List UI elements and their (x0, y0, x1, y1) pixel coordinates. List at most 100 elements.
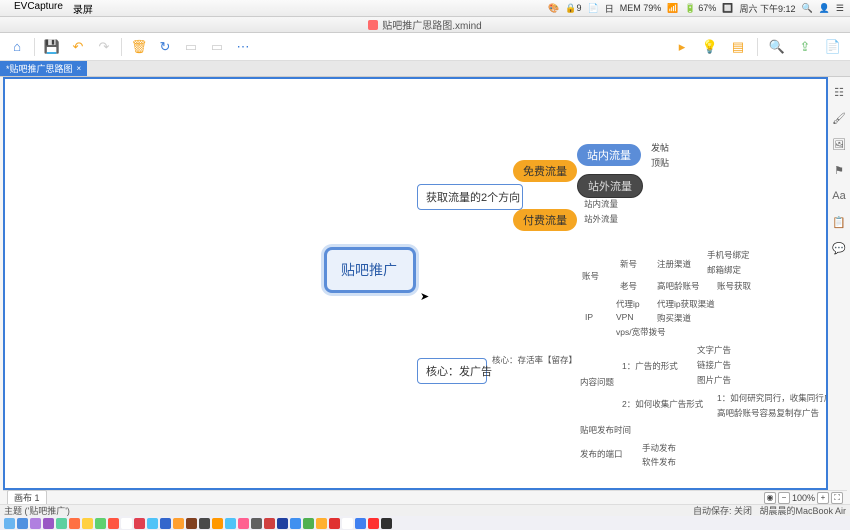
mindmap-node[interactable]: 贴吧发布时间 (580, 424, 631, 436)
dock-app-icon[interactable] (225, 518, 236, 529)
node-icon[interactable]: ▭ (182, 38, 200, 56)
mindmap-node[interactable]: vps/宽带拨号 (616, 326, 666, 338)
dock-app-icon[interactable] (303, 518, 314, 529)
mindmap-node[interactable]: 内容问题 (580, 376, 614, 388)
mindmap-node[interactable]: 高吧龄账号容易复制存广告 (717, 407, 819, 419)
dock-app-icon[interactable] (212, 518, 223, 529)
menubar-status-item[interactable]: 🔲 (722, 3, 733, 14)
dock-app-icon[interactable] (108, 518, 119, 529)
dock-app-icon[interactable] (147, 518, 158, 529)
menubar-status-item[interactable]: 🎨 (548, 3, 559, 14)
menubar-status-item[interactable]: ☰ (836, 3, 844, 14)
mindmap-node[interactable]: 站外流量 (584, 213, 618, 225)
mindmap-node[interactable]: 站内流量 (584, 198, 618, 210)
dock-app-icon[interactable] (381, 518, 392, 529)
dock-app-icon[interactable] (160, 518, 171, 529)
mindmap-node[interactable]: 发帖 (651, 141, 669, 154)
dock-app-icon[interactable] (316, 518, 327, 529)
mindmap-node[interactable]: 文字广告 (697, 344, 731, 356)
mindmap-node[interactable]: 代理ip获取渠道 (657, 298, 715, 310)
mindmap-node[interactable]: IP (585, 312, 593, 322)
sheet-tab[interactable]: 画布 1 (7, 490, 47, 505)
menubar-status-item[interactable]: 日 (605, 2, 614, 15)
dock-app-icon[interactable] (186, 518, 197, 529)
mindmap-node[interactable]: 老号 (620, 280, 637, 292)
document-tab[interactable]: *贴吧推广思路图 × (0, 61, 87, 76)
text-icon[interactable]: Aa (832, 189, 846, 203)
dock-app-icon[interactable] (17, 518, 28, 529)
dock-app-icon[interactable] (264, 518, 275, 529)
mindmap-node[interactable]: 2：如何收集广告形式 (622, 398, 703, 410)
subnode-icon[interactable]: ▭ (208, 38, 226, 56)
dock-app-icon[interactable] (355, 518, 366, 529)
macos-dock[interactable] (0, 516, 850, 530)
menubar-status-item[interactable]: MEM 79% (620, 3, 662, 13)
dock-app-icon[interactable] (329, 518, 340, 529)
notes-icon[interactable]: 📋 (832, 215, 846, 229)
present-icon[interactable]: ▸ (673, 38, 691, 56)
mindmap-node[interactable]: 站外流量 (577, 174, 643, 198)
image-icon[interactable]: 🖼 (832, 137, 846, 151)
search-icon[interactable]: 🔍 (768, 38, 786, 56)
mindmap-node[interactable]: VPN (616, 312, 633, 322)
menu-item[interactable]: 录屏 (73, 1, 93, 16)
mindmap-node[interactable]: 新号 (620, 258, 637, 270)
mindmap-node[interactable]: 1：如何研究同行，收集同行广告 (717, 392, 828, 404)
mindmap-node[interactable]: 1：广告的形式 (622, 360, 678, 372)
menubar-status-item[interactable]: 🔒9 (565, 3, 581, 14)
mindmap-node[interactable]: 邮箱绑定 (707, 264, 741, 276)
dock-app-icon[interactable] (277, 518, 288, 529)
dock-app-icon[interactable] (173, 518, 184, 529)
mindmap-node[interactable]: 高吧龄账号 (657, 280, 700, 292)
more-icon[interactable]: ⋯ (234, 38, 252, 56)
app-name[interactable]: EVCapture (14, 1, 63, 16)
mindmap-node[interactable]: 站内流量 (577, 144, 641, 166)
dock-app-icon[interactable] (121, 518, 132, 529)
mindmap-node[interactable]: 贴吧推广 (324, 247, 416, 293)
save-icon[interactable]: 💾 (43, 38, 61, 56)
dock-app-icon[interactable] (251, 518, 262, 529)
mindmap-node[interactable]: 注册渠道 (657, 258, 691, 270)
brush-icon[interactable]: 🖌 (832, 111, 846, 125)
menubar-status-item[interactable]: 周六 下午9:12 (739, 2, 795, 15)
delete-icon[interactable]: 🗑 (130, 38, 148, 56)
mindmap-node[interactable]: 购买渠道 (657, 312, 691, 324)
close-tab-icon[interactable]: × (77, 64, 82, 73)
menubar-status-item[interactable]: 👤 (819, 3, 830, 14)
dock-app-icon[interactable] (56, 518, 67, 529)
comment-icon[interactable]: 💬 (832, 241, 846, 255)
mindmap-node[interactable]: 软件发布 (642, 456, 676, 468)
theme-icon[interactable]: ▤ (729, 38, 747, 56)
share-icon[interactable]: ⇪ (796, 38, 814, 56)
menubar-status-item[interactable]: 📶 (667, 3, 678, 14)
home-icon[interactable]: ⌂ (8, 38, 26, 56)
dock-app-icon[interactable] (199, 518, 210, 529)
mindmap-node[interactable]: 代理ip (616, 298, 640, 310)
mindmap-node[interactable]: 核心：存活率【留存】 (492, 354, 577, 366)
dock-app-icon[interactable] (238, 518, 249, 529)
mindmap-node[interactable]: 账号获取 (717, 280, 751, 292)
mindmap-node[interactable]: 核心：发广告 (417, 358, 487, 384)
mindmap-node[interactable]: 手机号绑定 (707, 249, 750, 261)
menubar-status-item[interactable]: 📄 (588, 3, 599, 14)
export-icon[interactable]: 📄 (824, 38, 842, 56)
zoom-in-icon[interactable]: + (817, 492, 829, 504)
zoom-fit-icon[interactable]: ◉ (764, 492, 776, 504)
dock-app-icon[interactable] (69, 518, 80, 529)
menubar-status-item[interactable]: 🔋 67% (685, 3, 717, 14)
zoom-out-icon[interactable]: − (778, 492, 790, 504)
mindmap-node[interactable]: 获取流量的2个方向 (417, 184, 523, 210)
dock-app-icon[interactable] (368, 518, 379, 529)
mindmap-node[interactable]: 手动发布 (642, 442, 676, 454)
menubar-status-item[interactable]: 🔍 (801, 3, 812, 14)
dock-app-icon[interactable] (342, 518, 353, 529)
idea-icon[interactable]: 💡 (701, 38, 719, 56)
dock-app-icon[interactable] (30, 518, 41, 529)
dock-app-icon[interactable] (43, 518, 54, 529)
refresh-icon[interactable]: ↻ (156, 38, 174, 56)
mindmap-node[interactable]: 付费流量 (513, 209, 577, 231)
canvas-workspace[interactable]: 贴吧推广获取流量的2个方向免费流量站内流量发帖顶贴站外流量付费流量站内流量站外流… (3, 77, 828, 490)
dock-app-icon[interactable] (134, 518, 145, 529)
dock-app-icon[interactable] (290, 518, 301, 529)
dock-app-icon[interactable] (82, 518, 93, 529)
